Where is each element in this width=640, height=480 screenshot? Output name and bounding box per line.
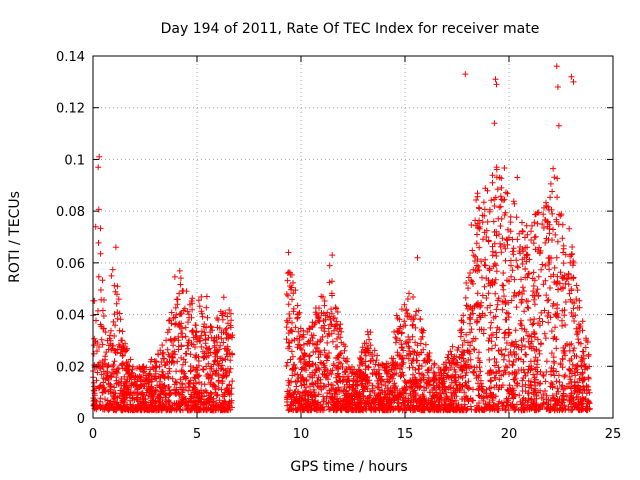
y-tick-label: 0.04 [56,309,85,324]
roti-marker-series [90,63,593,414]
chart-title: Day 194 of 2011, Rate Of TEC Index for r… [161,21,540,37]
y-tick-label: 0.02 [56,360,85,375]
y-tick-label: 0.12 [56,102,85,117]
x-tick-label: 0 [89,427,97,442]
y-tick-label: 0.14 [56,50,85,65]
y-axis-title: ROTI / TECUs [7,191,23,283]
axis-ticks [92,55,614,419]
y-tick-label: 0.06 [56,257,85,272]
x-tick-label: 15 [397,427,414,442]
y-tick-labels: 0 0.02 0.04 0.06 0.08 0.1 0.12 0.14 [56,50,85,427]
x-tick-label: 25 [605,427,622,442]
y-tick-label: 0.08 [56,205,85,220]
data-points [90,63,593,414]
y-tick-label: 0.1 [64,153,85,168]
y-tick-label: 0 [77,412,85,427]
x-tick-label: 20 [501,427,518,442]
x-tick-labels: 0 5 10 15 20 25 [89,427,621,442]
x-axis-title: GPS time / hours [290,459,407,475]
x-tick-label: 5 [193,427,201,442]
plot-frame [92,55,614,419]
x-tick-label: 10 [293,427,310,442]
